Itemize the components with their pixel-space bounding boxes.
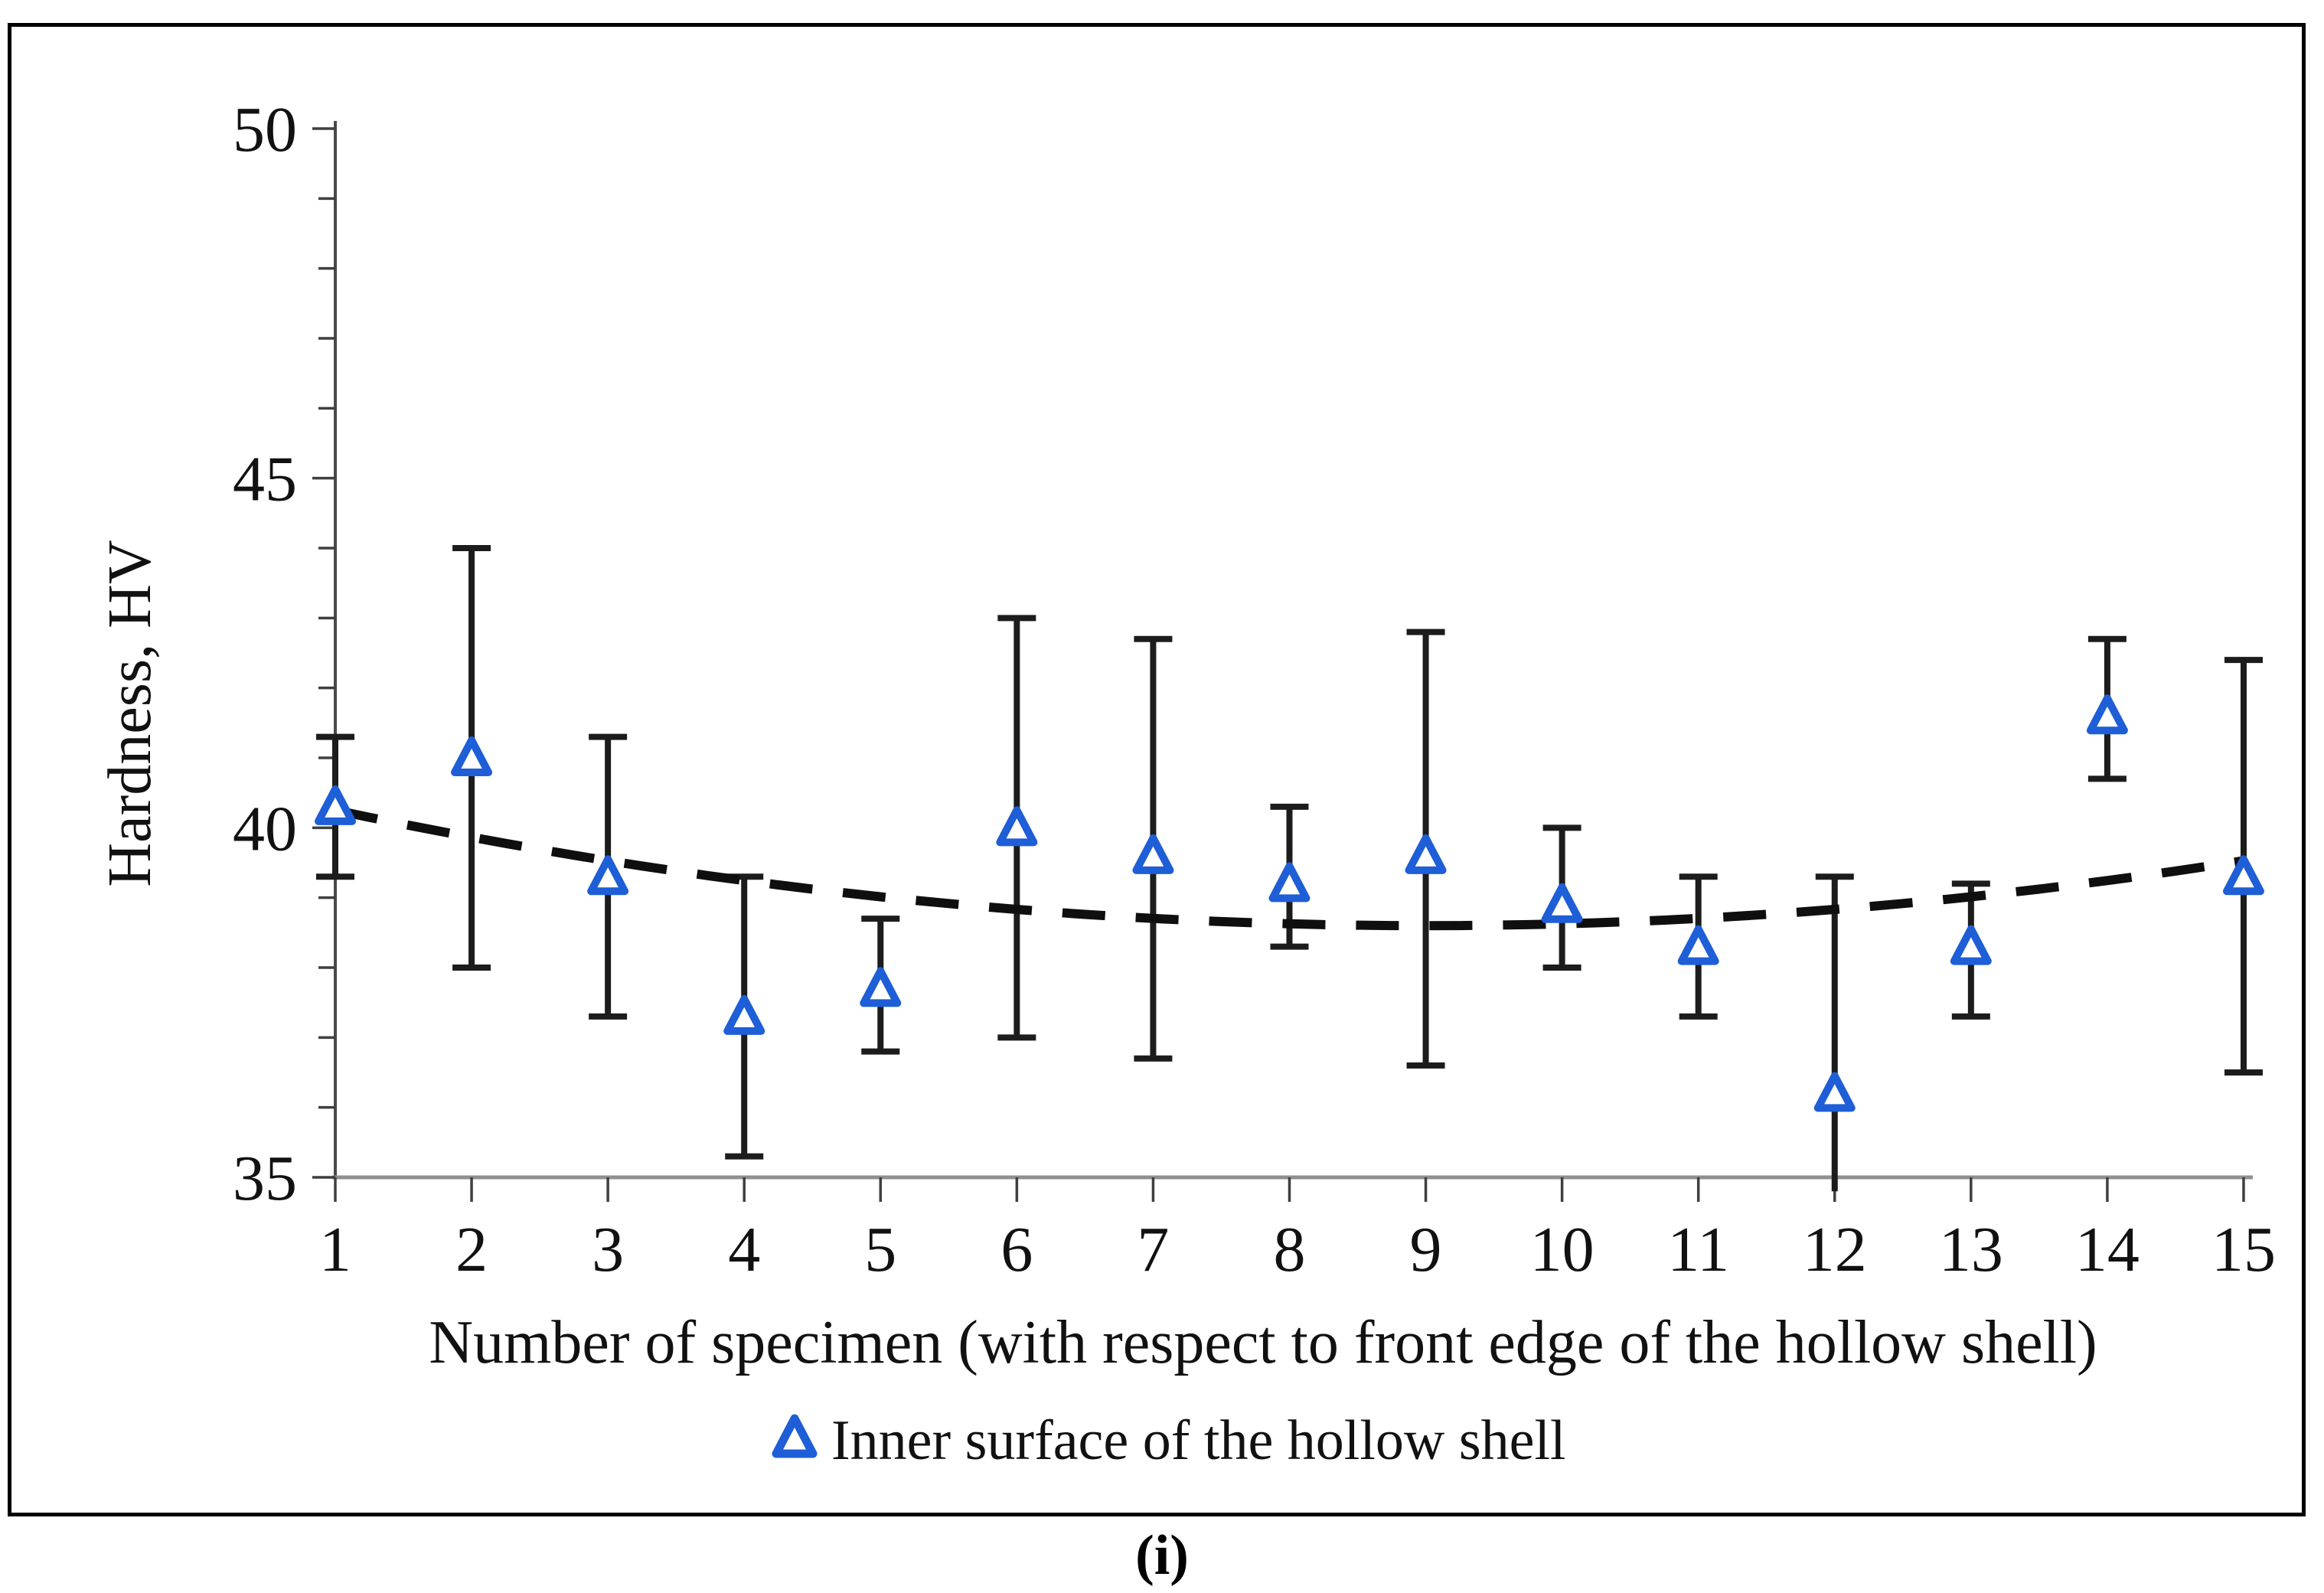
data-point-marker — [996, 806, 1038, 847]
y-axis-title: Hardness, HV — [96, 540, 164, 886]
data-point-marker — [2222, 855, 2264, 896]
legend-label: Inner surface of the hollow shell — [831, 1409, 1566, 1472]
x-tick-label: 6 — [1000, 1214, 1033, 1285]
x-tick-label: 7 — [1137, 1214, 1169, 1285]
y-tick-label: 45 — [233, 444, 297, 515]
x-tick-label: 10 — [1530, 1214, 1594, 1285]
data-point-marker — [1677, 925, 1719, 965]
y-tick-label: 50 — [233, 94, 297, 165]
y-tick-label: 40 — [233, 793, 297, 864]
data-point-marker — [451, 736, 493, 776]
legend: Inner surface of the hollow shell — [772, 1409, 1566, 1472]
x-tick-label: 9 — [1410, 1214, 1442, 1285]
data-point-marker — [1132, 834, 1174, 874]
legend-marker-triangle-icon — [772, 1414, 818, 1458]
data-point-marker — [723, 994, 765, 1035]
data-point-marker — [1813, 1072, 1856, 1112]
x-tick-label: 4 — [728, 1214, 760, 1285]
x-tick-label: 14 — [2075, 1214, 2140, 1285]
x-tick-label: 2 — [455, 1214, 488, 1285]
data-point-marker — [315, 785, 356, 825]
trend-line — [334, 805, 2244, 931]
data-point-marker — [1541, 883, 1583, 923]
data-point-marker — [587, 855, 629, 896]
x-tick-label: 3 — [592, 1214, 624, 1285]
data-point-marker — [1268, 862, 1311, 903]
x-tick-label: 13 — [1939, 1214, 2003, 1285]
error-bar — [1815, 873, 1854, 1192]
data-point-marker — [1405, 834, 1447, 874]
x-tick-label: 11 — [1667, 1214, 1729, 1285]
data-point-marker — [1950, 925, 1992, 965]
x-tick-label: 1 — [319, 1214, 351, 1285]
x-tick-label: 5 — [864, 1214, 896, 1285]
data-point-marker — [860, 967, 902, 1007]
figure-caption: (i) — [1135, 1524, 1189, 1587]
chart-frame — [8, 23, 2306, 1516]
x-tick-label: 15 — [2211, 1214, 2276, 1285]
y-tick-label: 35 — [233, 1143, 297, 1214]
x-tick-label: 12 — [1803, 1214, 1867, 1285]
x-axis-title: Number of specimen (with respect to fron… — [429, 1309, 2097, 1376]
data-point-marker — [2086, 694, 2128, 735]
x-tick-label: 8 — [1273, 1214, 1305, 1285]
